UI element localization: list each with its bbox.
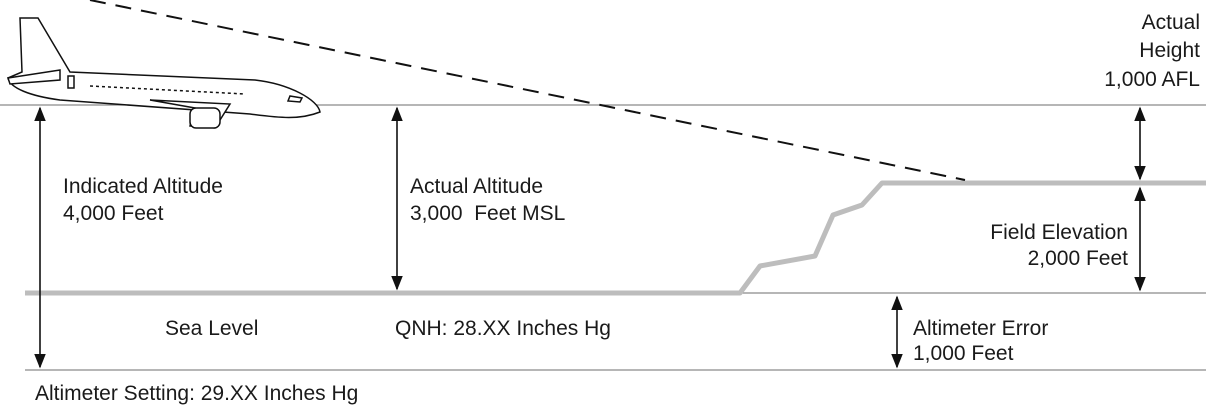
terrain bbox=[25, 180, 1206, 296]
label: 1,000 Feet bbox=[913, 342, 1014, 365]
label: 2,000 Feet bbox=[1028, 247, 1129, 270]
label: Actual Altitude bbox=[410, 175, 543, 198]
label: Field Elevation bbox=[990, 221, 1128, 244]
label: Altimeter Error bbox=[913, 317, 1048, 340]
airplane bbox=[7, 17, 321, 129]
label: Actual bbox=[1142, 11, 1200, 34]
approach-path bbox=[89, 0, 966, 181]
label: QNH: 28.XX Inches Hg bbox=[395, 317, 611, 340]
label: Sea Level bbox=[165, 317, 258, 340]
label: Indicated Altitude bbox=[63, 175, 223, 198]
label: 3,000 Feet MSL bbox=[410, 202, 565, 225]
label: Altimeter Setting: 29.XX Inches Hg bbox=[35, 382, 358, 405]
label: Height bbox=[1139, 39, 1200, 62]
label: 4,000 Feet bbox=[63, 202, 164, 225]
label: 1,000 AFL bbox=[1104, 68, 1200, 91]
